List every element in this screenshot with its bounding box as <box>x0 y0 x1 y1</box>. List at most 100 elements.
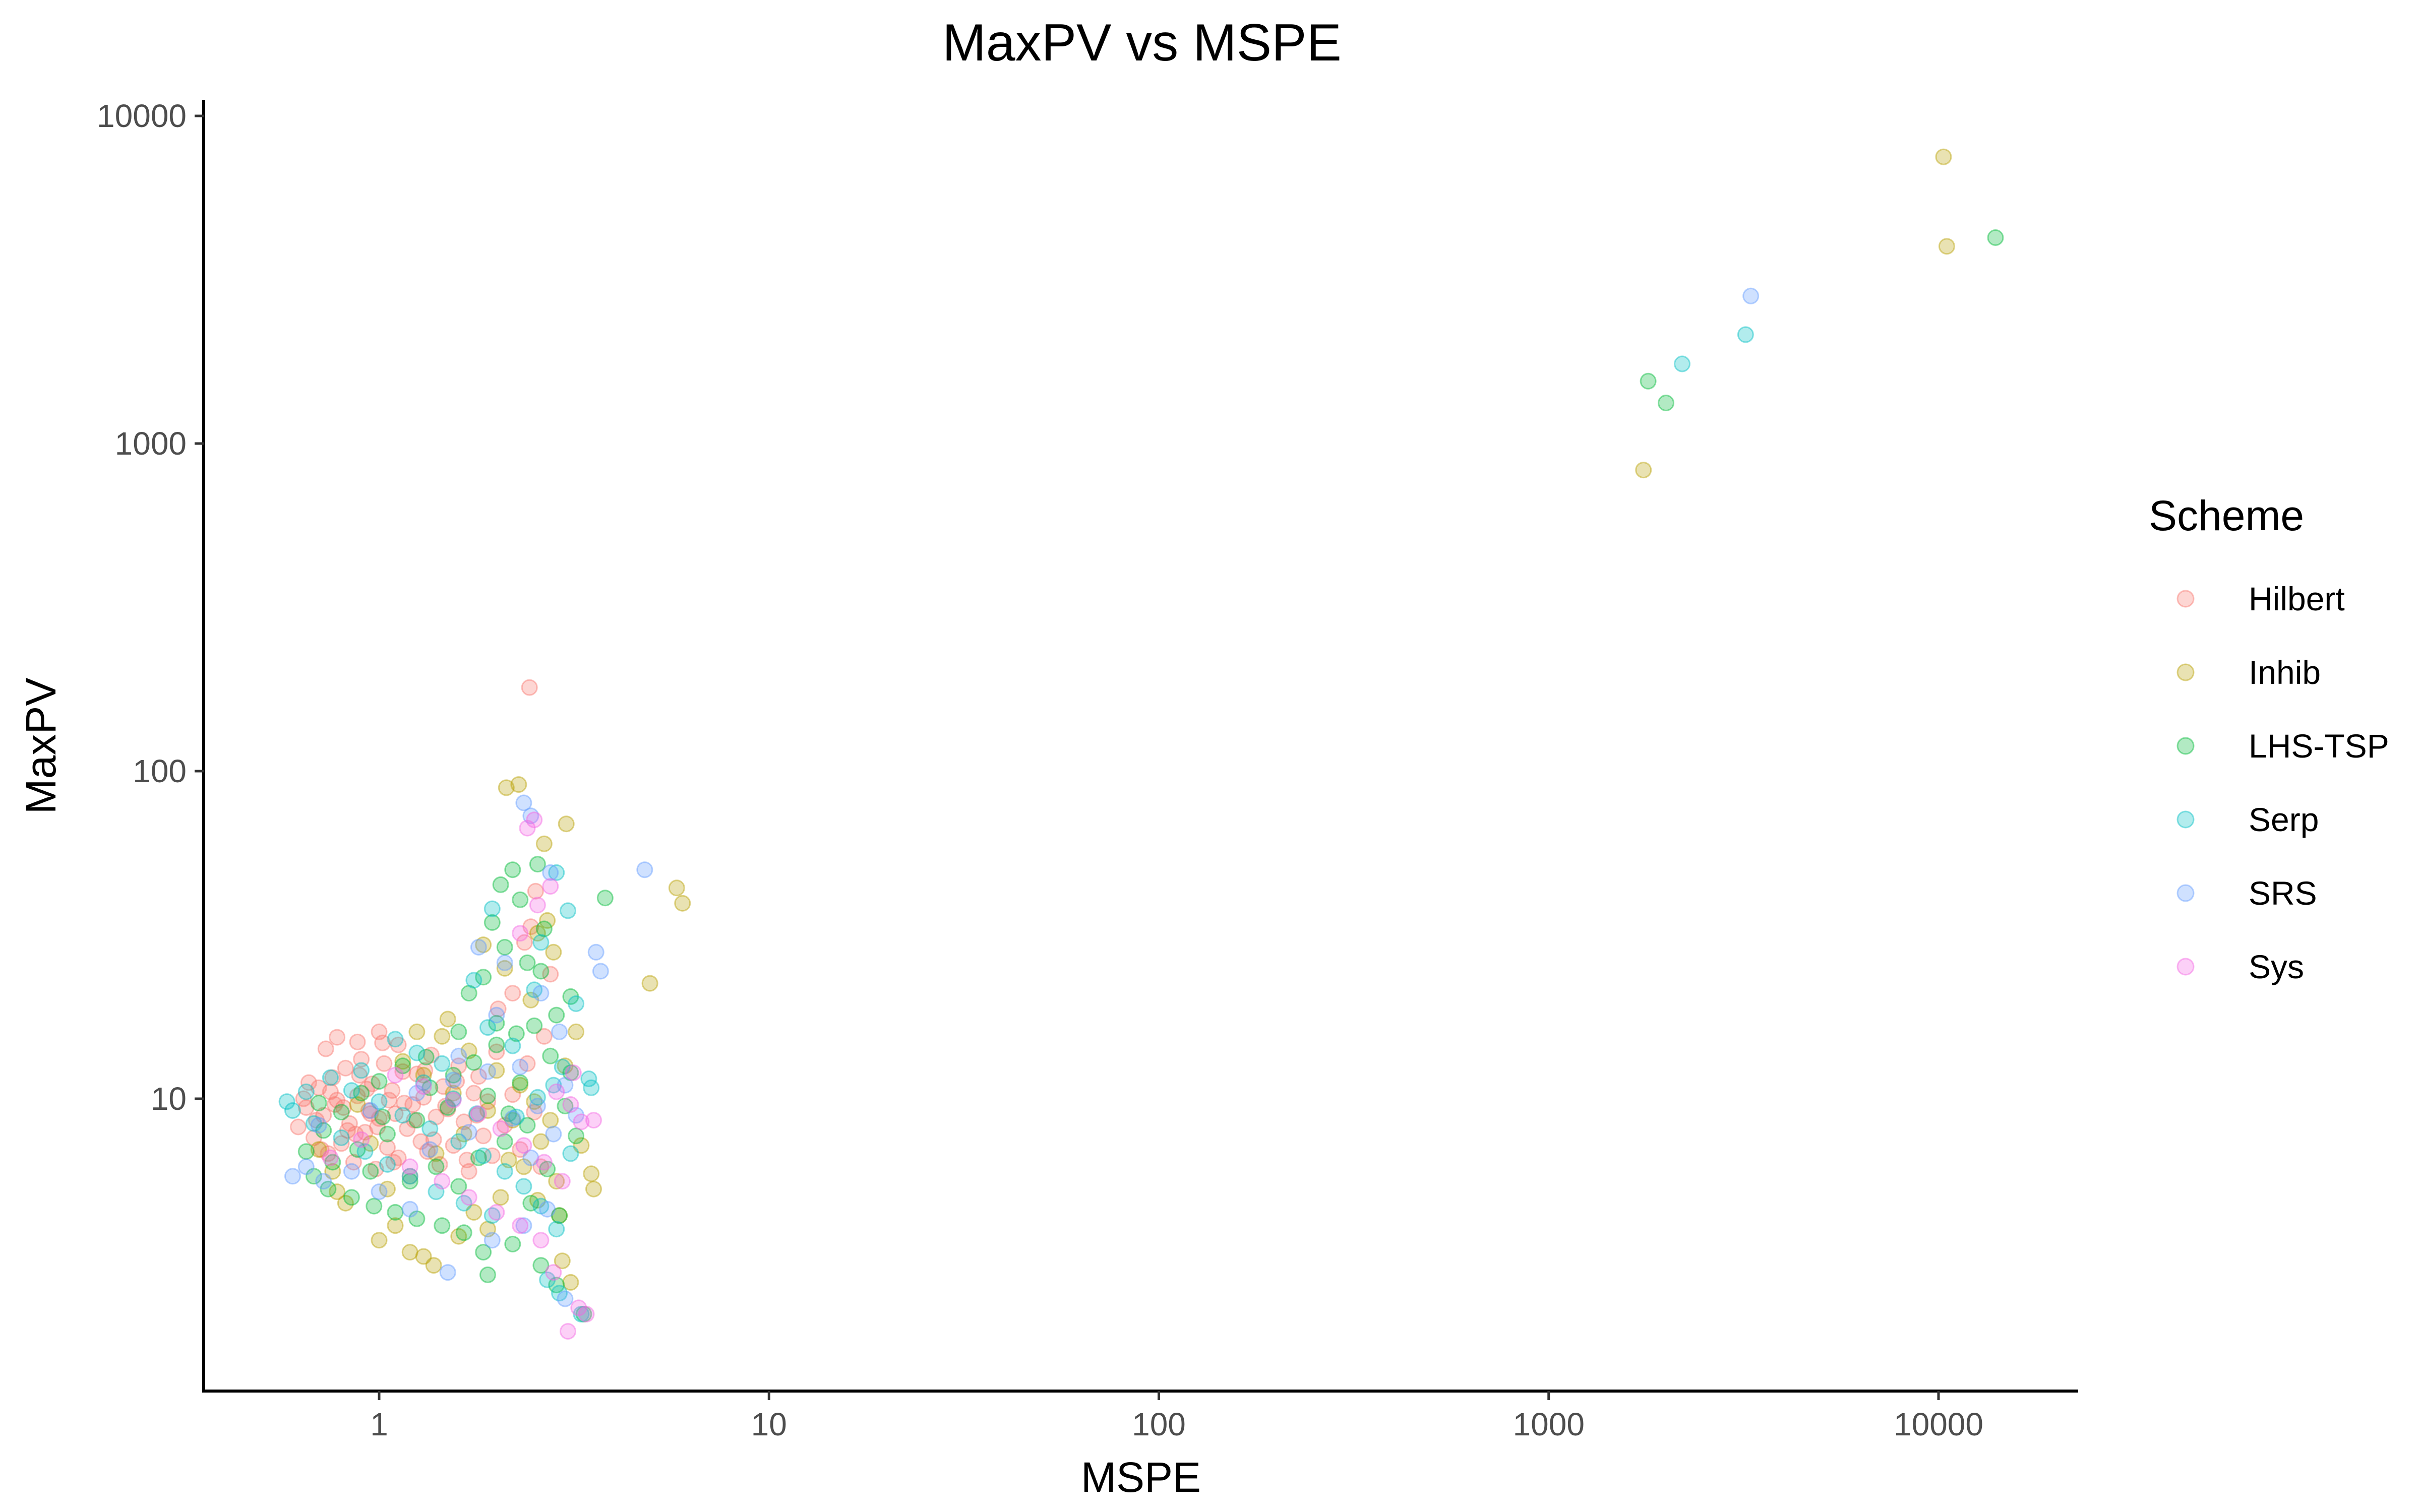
point-inhib-57 <box>548 1173 565 1190</box>
point-inhib-24 <box>371 1232 388 1249</box>
point-hilbert-12 <box>345 1154 362 1171</box>
point-srs-5 <box>587 943 604 961</box>
point-lhs-tsp-46 <box>371 1073 388 1090</box>
point-lhs-tsp-18 <box>450 1023 467 1040</box>
point-lhs-tsp-22 <box>479 1087 496 1104</box>
point-serp-2 <box>278 1093 295 1110</box>
point-hilbert-81 <box>490 1000 507 1018</box>
point-lhs-tsp-8 <box>483 914 501 931</box>
point-lhs-tsp-63 <box>362 1163 379 1180</box>
point-hilbert-13 <box>349 1087 366 1104</box>
point-sys-26 <box>512 1217 529 1234</box>
y-axis-ticks: 10 100 1000 10000 <box>97 98 204 1117</box>
point-lhs-tsp-61 <box>568 1127 585 1145</box>
point-sys-22 <box>401 1158 418 1175</box>
point-hilbert-48 <box>496 1117 513 1134</box>
point-srs-3 <box>636 861 653 878</box>
point-serp-1 <box>1737 326 1754 343</box>
point-sys-7 <box>585 1112 602 1129</box>
point-hilbert-17 <box>364 1076 381 1092</box>
point-lhs-tsp-25 <box>379 1125 396 1143</box>
point-hilbert-65 <box>425 1131 442 1148</box>
point-hilbert-20 <box>374 1034 391 1051</box>
point-inhib-29 <box>515 1158 532 1175</box>
point-hilbert-22 <box>384 1082 401 1099</box>
point-serp-22 <box>394 1107 411 1124</box>
point-srs-11 <box>551 1023 568 1040</box>
point-srs-7 <box>470 938 487 956</box>
point-srs-12 <box>450 1047 467 1064</box>
point-hilbert-50 <box>512 1141 529 1158</box>
point-lhs-tsp-68 <box>551 1207 568 1224</box>
point-inhib-1 <box>1938 238 1955 255</box>
point-hilbert-3 <box>306 1129 322 1146</box>
y-tick-label-100: 100 <box>133 753 187 789</box>
point-lhs-tsp-6 <box>492 876 509 893</box>
point-hilbert-15 <box>356 1124 374 1141</box>
point-inhib-2 <box>1635 462 1652 479</box>
point-inhib-0 <box>1935 148 1952 165</box>
point-lhs-tsp-57 <box>496 1133 513 1150</box>
point-inhib-43 <box>542 1112 559 1129</box>
point-hilbert-85 <box>335 1099 352 1116</box>
point-inhib-53 <box>428 1145 445 1162</box>
point-inhib-6 <box>535 835 553 852</box>
point-sys-4 <box>512 925 529 942</box>
point-srs-30 <box>310 1117 327 1134</box>
point-sys-29 <box>565 1064 582 1081</box>
point-hilbert-89 <box>381 1092 398 1109</box>
point-serp-6 <box>560 902 576 919</box>
point-lhs-tsp-19 <box>542 1047 559 1064</box>
point-serp-15 <box>583 1079 600 1096</box>
point-inhib-38 <box>434 1028 451 1045</box>
point-serp-5 <box>483 900 501 917</box>
point-hilbert-45 <box>479 1093 496 1110</box>
point-inhib-47 <box>439 1011 456 1028</box>
point-hilbert-55 <box>313 1141 330 1158</box>
point-serp-4 <box>548 864 565 881</box>
point-hilbert-21 <box>379 1139 396 1156</box>
point-lhs-tsp-54 <box>428 1158 445 1175</box>
point-serp-26 <box>496 1163 513 1180</box>
point-inhib-42 <box>526 1093 543 1110</box>
point-srs-23 <box>401 1201 418 1218</box>
point-lhs-tsp-66 <box>500 1105 517 1122</box>
point-lhs-tsp-23 <box>439 1099 456 1116</box>
point-inhib-12 <box>545 943 562 961</box>
point-srs-4 <box>542 864 559 881</box>
point-lhs-tsp-0 <box>1987 229 2004 246</box>
point-lhs-tsp-31 <box>366 1198 383 1215</box>
legend-label-serp: Serp <box>2249 801 2319 838</box>
legend-key-serp <box>2176 810 2195 829</box>
point-hilbert-42 <box>465 1085 482 1102</box>
point-sys-13 <box>535 1154 553 1171</box>
point-inhib-7 <box>668 879 685 897</box>
point-inhib-31 <box>504 1112 521 1129</box>
point-lhs-tsp-14 <box>532 963 550 980</box>
point-serp-23 <box>421 1120 439 1137</box>
point-hilbert-71 <box>349 1033 366 1050</box>
point-inhib-35 <box>394 1053 411 1070</box>
point-srs-36 <box>545 1125 562 1143</box>
point-lhs-tsp-43 <box>315 1122 332 1139</box>
point-serp-46 <box>415 1074 432 1091</box>
point-hilbert-44 <box>475 1127 492 1145</box>
point-srs-16 <box>297 1158 315 1175</box>
point-lhs-tsp-37 <box>504 1235 521 1252</box>
point-srs-13 <box>512 1058 529 1076</box>
point-hilbert-35 <box>431 1156 448 1173</box>
point-sys-20 <box>353 1131 370 1148</box>
point-inhib-59 <box>479 1221 496 1238</box>
point-lhs-tsp-64 <box>401 1173 418 1190</box>
point-srs-6 <box>592 963 609 980</box>
point-inhib-56 <box>529 1191 546 1209</box>
point-hilbert-62 <box>396 1095 413 1112</box>
plot-area <box>278 148 2004 1340</box>
point-inhib-25 <box>387 1217 404 1234</box>
point-lhs-tsp-20 <box>562 1064 579 1081</box>
x-tick-label-100: 100 <box>1132 1406 1186 1442</box>
point-inhib-32 <box>479 1102 496 1119</box>
point-sys-28 <box>548 1083 565 1100</box>
point-lhs-tsp-21 <box>512 1074 529 1091</box>
point-hilbert-43 <box>470 1068 487 1085</box>
